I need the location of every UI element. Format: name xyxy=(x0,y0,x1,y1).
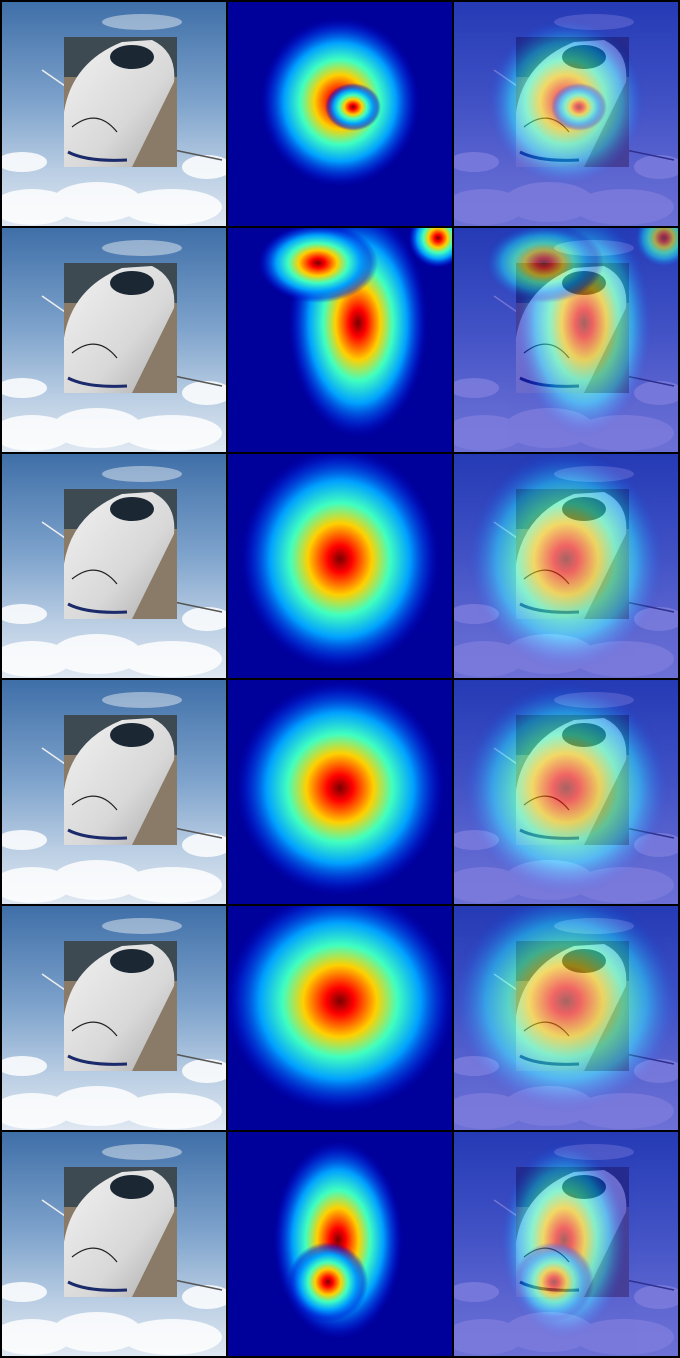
heat-blob xyxy=(240,454,440,671)
photo xyxy=(2,228,226,452)
heat-blob xyxy=(454,906,678,1113)
photo-cell xyxy=(2,454,226,678)
photo xyxy=(2,454,226,678)
overlay-cell xyxy=(454,228,678,452)
heatmap-cell xyxy=(228,1132,452,1356)
heatmap-cell xyxy=(228,2,452,226)
overlay-cell xyxy=(454,454,678,678)
heat-blob xyxy=(551,83,607,131)
heat-overlay xyxy=(454,2,678,226)
heatmap-cell xyxy=(228,680,452,904)
heatmap-cell xyxy=(228,228,452,452)
heat-blob xyxy=(228,906,452,1113)
heat-blob xyxy=(235,680,445,896)
overlay-cell xyxy=(454,906,678,1130)
heat-overlay xyxy=(454,1132,678,1356)
photo xyxy=(2,2,226,226)
photo xyxy=(2,906,226,1130)
heat-overlay xyxy=(454,454,678,678)
heatmap-cell xyxy=(228,454,452,678)
photo-cell xyxy=(2,2,226,226)
photo-cell xyxy=(2,906,226,1130)
overlay-cell xyxy=(454,680,678,904)
heat-blob xyxy=(288,1242,368,1322)
photo xyxy=(2,680,226,904)
heat-blob xyxy=(466,454,666,671)
heat-blob xyxy=(325,83,381,131)
overlay-cell xyxy=(454,1132,678,1356)
photo-cell xyxy=(2,1132,226,1356)
heat-blob xyxy=(634,228,678,268)
overlay-cell xyxy=(454,2,678,226)
heatmap-cell xyxy=(228,906,452,1130)
heat-overlay xyxy=(454,228,678,452)
heat-blob xyxy=(408,228,452,268)
photo-cell xyxy=(2,228,226,452)
heat-blob xyxy=(484,228,604,303)
heat-blob xyxy=(514,1242,594,1322)
heat-blob xyxy=(258,228,378,303)
heat-overlay xyxy=(454,680,678,904)
heat-overlay xyxy=(454,906,678,1130)
photo xyxy=(2,1132,226,1356)
heat-blob xyxy=(461,680,671,896)
photo-cell xyxy=(2,680,226,904)
